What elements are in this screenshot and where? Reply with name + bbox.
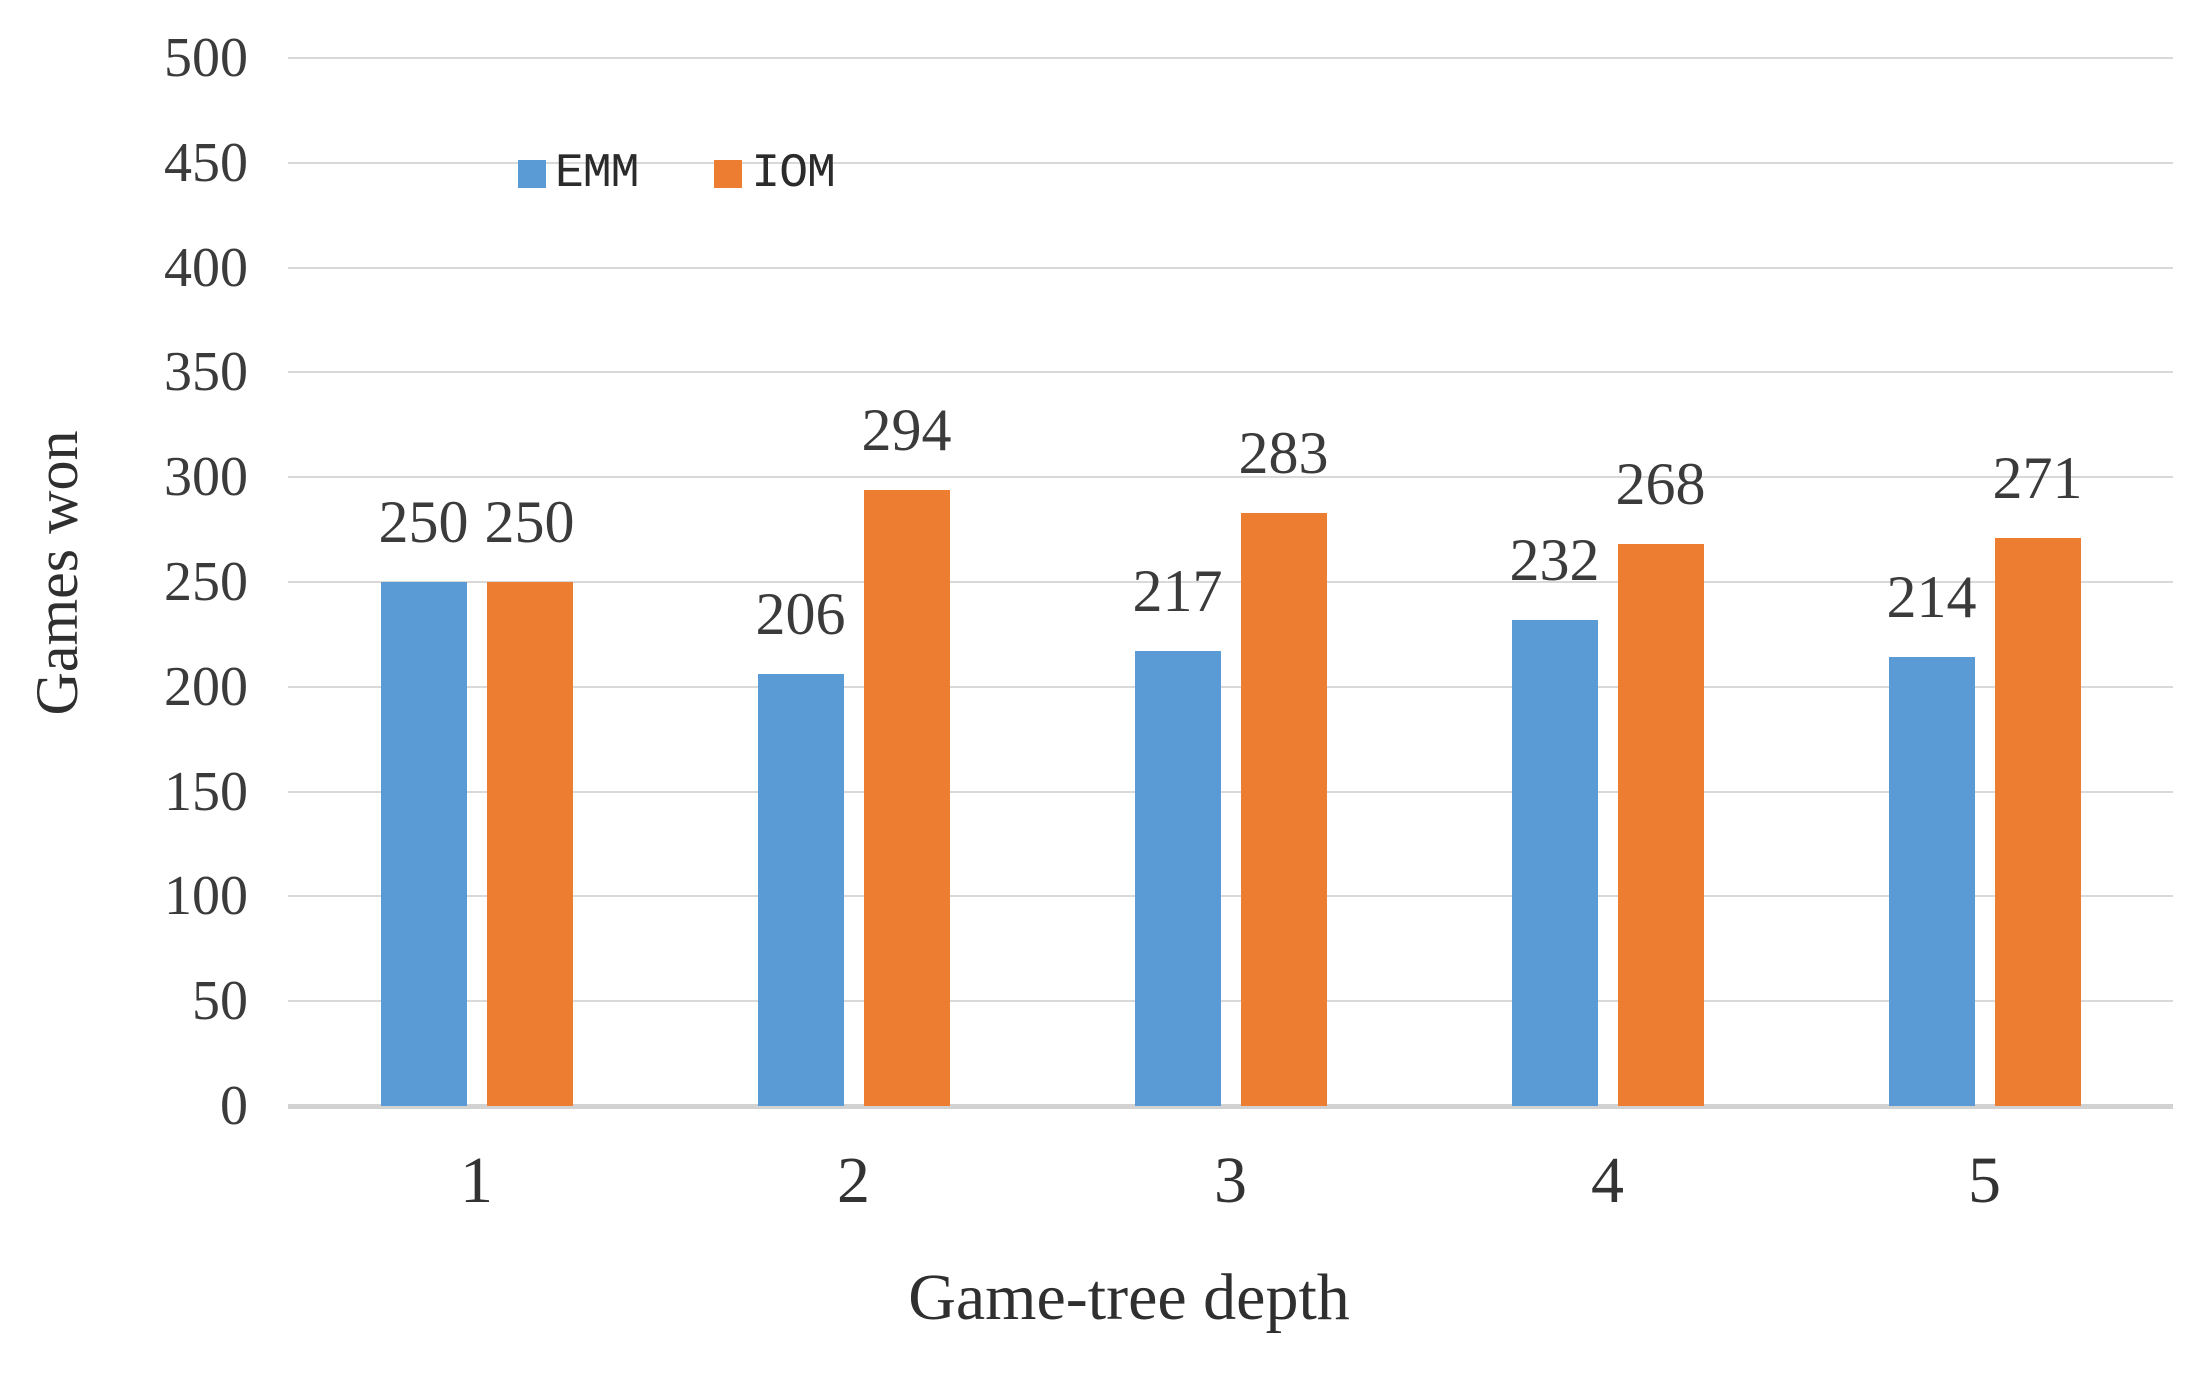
bar-emm-depth-4: [1511, 619, 1598, 1106]
gridline: [288, 371, 2173, 374]
bar-emm-depth-1: [380, 582, 467, 1106]
bar-value-label: 232: [1509, 526, 1600, 593]
gridline: [288, 790, 2173, 793]
x-tick-label: 4: [1591, 1144, 1624, 1217]
y-tick-label: 250: [164, 551, 248, 613]
bar-value-label: 271: [1992, 444, 2083, 511]
emm-series-swatch-icon: [518, 160, 546, 188]
bar-value-label: 250: [378, 489, 469, 555]
gridline: [288, 476, 2173, 479]
x-axis-title: Game-tree depth: [908, 1261, 1350, 1334]
bar-value-label: 206: [755, 581, 846, 648]
y-tick-label: 0: [220, 1075, 248, 1137]
gridline: [288, 895, 2173, 898]
iom-series-swatch-icon: [714, 160, 743, 188]
y-tick-label: 100: [164, 865, 248, 928]
gridline: [288, 581, 2173, 583]
bar-iom-depth-2: [863, 489, 950, 1106]
legend-item-emm: EMM: [518, 147, 639, 201]
bar-value-label: 294: [861, 396, 952, 463]
y-tick-label: 350: [164, 341, 248, 404]
emm-series-label: EMM: [555, 147, 639, 201]
y-tick-label: 450: [164, 131, 248, 194]
gridline: [288, 266, 2173, 269]
x-tick-label: 1: [460, 1144, 493, 1217]
bar-iom-depth-3: [1240, 512, 1327, 1106]
bar-emm-depth-3: [1134, 651, 1221, 1106]
y-tick-label: 300: [164, 446, 248, 509]
x-tick-label: 2: [837, 1144, 870, 1217]
y-tick-label: 150: [164, 760, 248, 823]
gridline: [288, 161, 2173, 164]
bar-iom-depth-4: [1617, 544, 1704, 1106]
bar-value-label: 250: [484, 489, 575, 555]
bar-emm-depth-2: [757, 674, 844, 1106]
iom-series-label: IOM: [751, 147, 835, 201]
gridline: [288, 685, 2173, 688]
bar-iom-depth-1: [486, 582, 573, 1106]
legend-item-iom: IOM: [714, 147, 836, 201]
y-tick-label: 200: [164, 655, 248, 718]
bar-iom-depth-5: [1994, 537, 2081, 1106]
legend: EMM IOM: [518, 147, 836, 201]
bar-value-label: 268: [1615, 451, 1706, 518]
y-tick-label: 500: [164, 27, 248, 89]
bar-emm-depth-5: [1888, 657, 1975, 1106]
bar-value-label: 283: [1238, 419, 1329, 486]
y-tick-label: 50: [192, 970, 248, 1033]
plot-area: 250 206 217 232 214 250 294 283 268 271: [288, 57, 2173, 1109]
gridline: [288, 1000, 2173, 1003]
x-tick-label: 5: [1968, 1144, 2001, 1217]
bar-value-label: 214: [1886, 564, 1977, 631]
y-tick-label: 400: [164, 236, 248, 299]
x-tick-label: 3: [1214, 1144, 1247, 1217]
gridline: [288, 57, 2173, 59]
bar-value-label: 217: [1132, 558, 1223, 625]
x-axis-line: [288, 1104, 2173, 1109]
